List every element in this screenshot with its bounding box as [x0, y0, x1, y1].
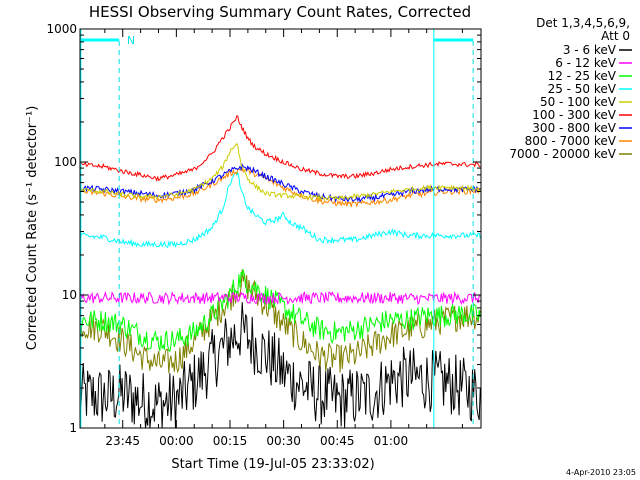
x-tick-label-4: 00:45 — [320, 434, 355, 448]
x-tick-label-5: 01:00 — [374, 434, 409, 448]
x-tick-label-2: 00:15 — [213, 434, 248, 448]
top-marker-label: N — [127, 34, 135, 47]
series-line-5 — [79, 115, 481, 183]
y-axis-label: Corrected Count Rate (s⁻¹ detector⁻¹) — [25, 106, 40, 351]
legend-label-8: 7000 - 20000 keV — [509, 147, 616, 161]
legend-label-2: 12 - 25 keV — [548, 69, 617, 83]
x-tick-label-1: 00:00 — [159, 434, 194, 448]
plot-frame — [79, 28, 482, 429]
legend-label-1: 6 - 12 keV — [555, 56, 617, 70]
x-tick-label-0: 23:45 — [105, 434, 140, 448]
series-layer — [79, 115, 481, 429]
axis-layer: 1 10 100 1000 23:45 00:00 00:15 00:30 00:45 01:00 — [46, 22, 481, 448]
x-tick-label-3: 00:30 — [266, 434, 301, 448]
chart-title: HESSI Observing Summary Count Rates, Cor… — [89, 3, 471, 21]
series-line-1 — [79, 290, 481, 306]
legend-header-line-2: Att 0 — [601, 29, 630, 43]
series-line-3 — [79, 171, 481, 249]
marker-layer — [80, 29, 474, 428]
series-line-0 — [79, 302, 481, 429]
legend-header-line-1: Det 1,3,4,5,6,9, — [536, 16, 630, 30]
series-line-6 — [79, 163, 481, 203]
series-line-2 — [79, 269, 481, 353]
y-tick-label-0: 1 — [69, 421, 77, 435]
series-line-8 — [79, 269, 481, 374]
legend-label-4: 50 - 100 keV — [540, 95, 617, 109]
y-tick-label-2: 100 — [54, 155, 77, 169]
legend-label-5: 100 - 300 keV — [532, 108, 616, 122]
timestamp: 4-Apr-2010 23:05 — [566, 468, 636, 477]
y-tick-label-1: 10 — [62, 288, 77, 302]
legend-label-7: 800 - 7000 keV — [525, 134, 617, 148]
x-axis-label: Start Time (19-Jul-05 23:33:02) — [171, 457, 374, 472]
legend-label-6: 300 - 800 keV — [532, 121, 616, 135]
legend-label-3: 25 - 50 keV — [548, 82, 617, 96]
y-tick-label-3: 1000 — [46, 22, 77, 36]
series-line-4 — [79, 142, 481, 201]
legend-label-0: 3 - 6 keV — [563, 43, 617, 57]
